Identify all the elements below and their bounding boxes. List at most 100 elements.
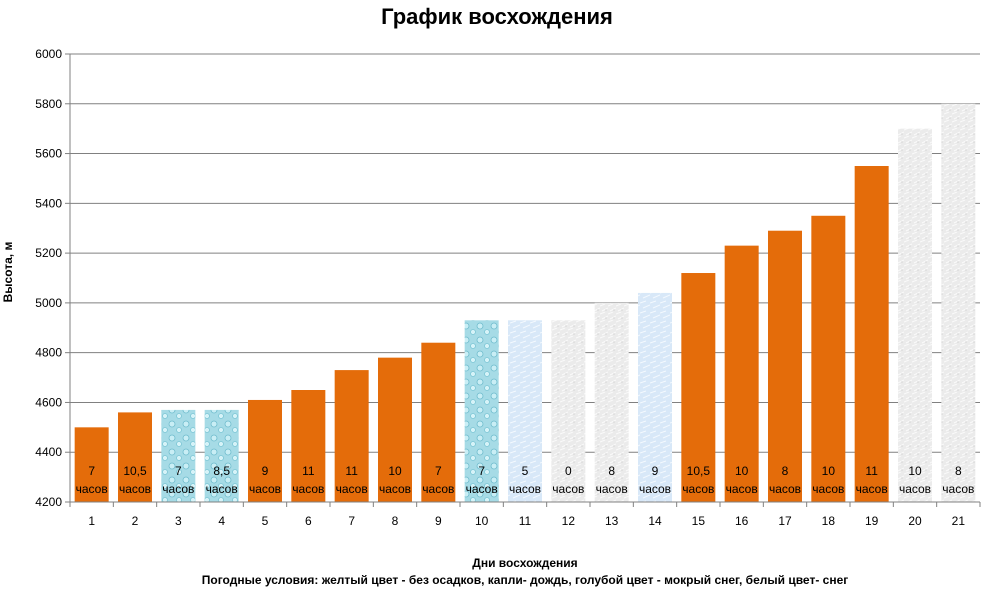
bar-hours-unit: часов [856,482,888,496]
bar-hours-value: 11 [302,464,315,478]
chart-title: График восхождения [381,4,613,29]
x-tick-label: 13 [605,514,619,528]
bar-hours-value: 0 [565,464,572,478]
y-tick-label: 5800 [35,97,62,111]
bar-hours-unit: часов [162,482,194,496]
bar-hours-unit: часов [769,482,801,496]
y-tick-label: 5400 [35,196,62,210]
bar-hours-value: 10 [735,464,749,478]
bar-hours-value: 7 [88,464,95,478]
x-tick-label: 11 [519,514,532,528]
bar-hours-value: 9 [652,464,659,478]
bar-day-7 [334,370,369,502]
x-tick-label: 8 [392,514,399,528]
x-tick-label: 6 [305,514,312,528]
x-tick-label: 15 [692,514,706,528]
bar-hours-unit: часов [639,482,671,496]
bars: 7 часов 10,5 часов 7 часов 8,5 часов 9 часов 11 час… [74,103,976,503]
y-tick-label: 4200 [35,495,62,509]
weather-legend-note: Погодные условия: желтый цвет - без осад… [201,573,849,587]
y-tick-label: 5600 [35,147,62,161]
bar-hours-unit: часов [726,482,758,496]
bar-day-6 [291,390,326,502]
y-tick-label: 4400 [35,445,62,459]
bar-hours-unit: часов [596,482,628,496]
x-tick-label: 20 [908,514,922,528]
bar-hours-unit: часов [552,482,584,496]
bar-hours-unit: часов [466,482,498,496]
x-tick-label: 16 [735,514,749,528]
bar-hours-unit: часов [206,482,238,496]
bar-hours-value: 7 [175,464,182,478]
bar-hours-value: 7 [478,464,485,478]
bar-day-21 [941,103,976,503]
x-tick-label: 21 [952,514,966,528]
bar-hours-unit: часов [336,482,368,496]
bar-hours-unit: часов [292,482,324,496]
bar-day-13 [594,302,629,502]
x-tick-label: 2 [132,514,139,528]
bar-day-19 [854,166,889,502]
bar-hours-value: 11 [865,464,878,478]
bar-day-9 [421,342,456,502]
bar-hours-value: 10 [822,464,836,478]
bar-hours-value: 9 [262,464,269,478]
x-tick-label: 1 [88,514,95,528]
bar-hours-unit: часов [249,482,281,496]
bar-hours-value: 10,5 [123,464,147,478]
bar-hours-value: 10 [908,464,922,478]
bar-hours-unit: часов [682,482,714,496]
y-tick-labels: 4200 4400 4600 4800 5000 5200 5400 5600 5800 6000 [35,47,62,509]
bar-hours-value: 8 [782,464,789,478]
bar-day-2 [118,412,152,502]
y-tick-label: 4600 [35,395,62,409]
bar-hours-unit: часов [509,482,541,496]
bar-hours-value: 8 [955,464,962,478]
x-tick-label: 5 [262,514,269,528]
x-tick-label: 19 [865,514,879,528]
bar-hours-value: 11 [345,464,358,478]
x-tick-label: 14 [648,514,662,528]
bar-day-3 [161,409,196,502]
bar-day-18 [811,215,846,502]
bar-day-12 [551,320,586,502]
bar-hours-value: 7 [435,464,442,478]
y-tick-label: 5200 [35,246,62,260]
y-tick-label: 5000 [35,296,62,310]
bar-hours-value: 8,5 [213,464,230,478]
bar-hours-unit: часов [422,482,454,496]
bar-hours-value: 8 [608,464,615,478]
bar-hours-unit: часов [119,482,151,496]
x-tick-label: 17 [778,514,792,528]
bar-hours-unit: часов [942,482,974,496]
bar-day-11 [508,320,542,502]
bar-hours-value: 10 [388,464,402,478]
y-tick-label: 4800 [35,346,62,360]
x-tick-label: 12 [562,514,576,528]
y-tick-label: 6000 [35,47,62,61]
bar-hours-unit: часов [76,482,108,496]
x-tick-labels: 1 2 3 4 5 6 7 8 9 10 11 12 13 14 15 16 17 18 19 20 21 [69,502,981,528]
bar-hours-unit: часов [812,482,844,496]
bar-day-8 [378,357,412,502]
bar-day-16 [724,245,759,502]
bar-day-4 [204,409,239,502]
x-tick-label: 9 [435,514,442,528]
bar-hours-unit: часов [379,482,411,496]
bar-day-20 [898,128,932,502]
bar-day-14 [638,292,672,502]
bar-day-5 [248,399,282,502]
x-tick-label: 7 [348,514,355,528]
bar-day-1 [74,427,109,502]
bar-hours-unit: часов [899,482,931,496]
axes [69,54,980,503]
x-tick-label: 3 [175,514,182,528]
x-tick-label: 10 [475,514,489,528]
bar-day-10 [464,320,499,502]
bar-day-15 [681,273,716,502]
x-tick-label: 18 [822,514,836,528]
bar-day-17 [768,230,802,502]
x-tick-label: 4 [218,514,225,528]
bar-hours-value: 10,5 [687,464,711,478]
